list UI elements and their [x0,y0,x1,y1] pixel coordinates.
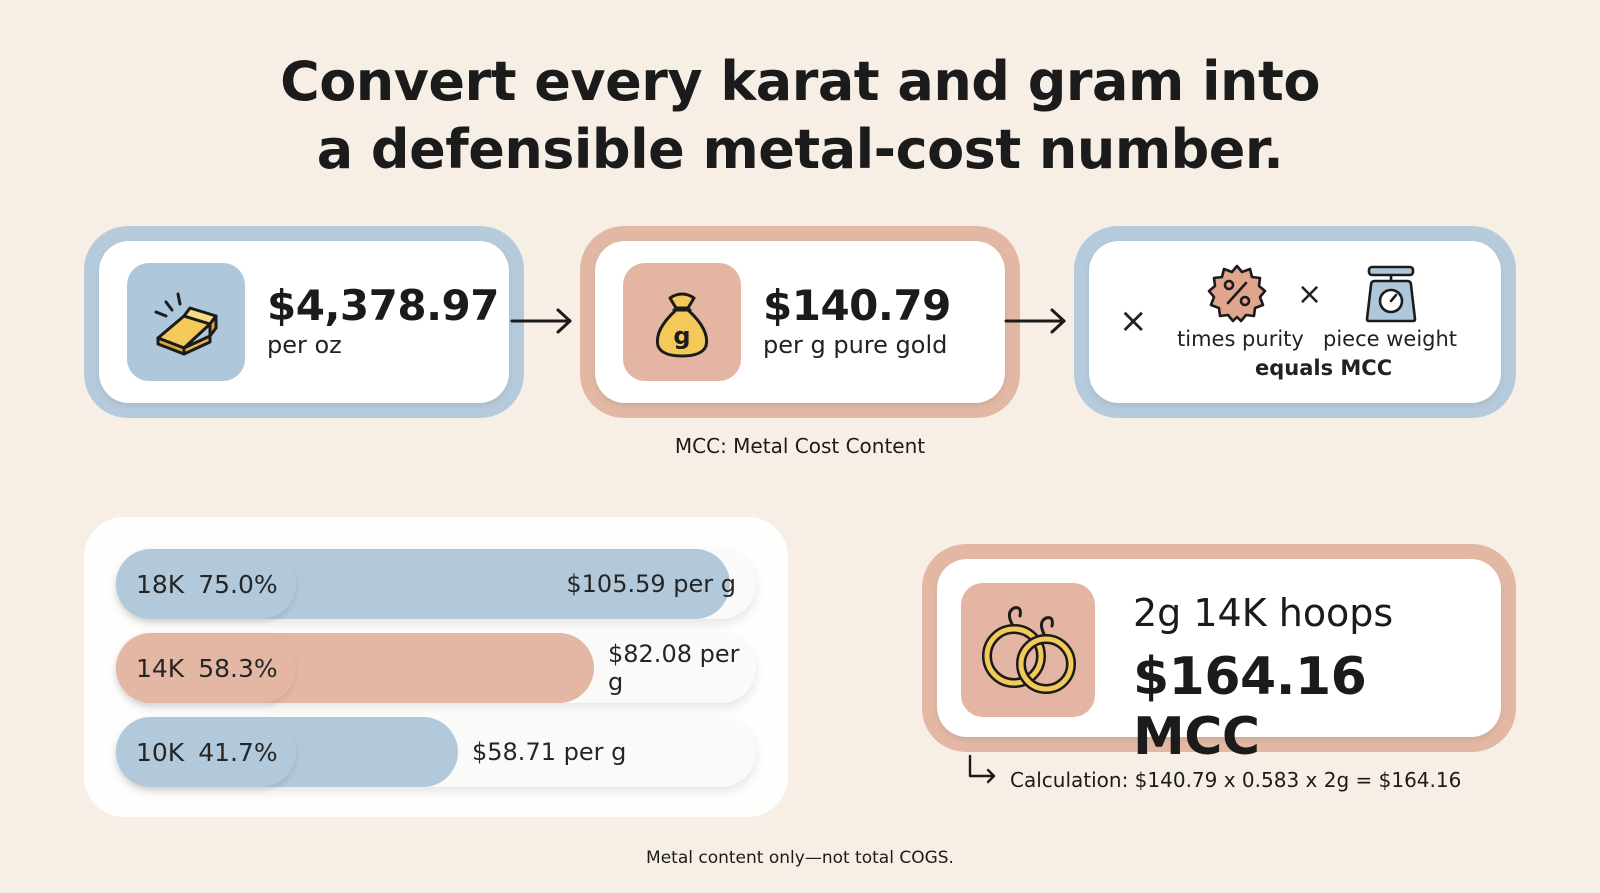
karat-price-per-gram: $105.59 per g [566,570,736,598]
gold-bar-icon-tile [127,263,245,381]
karat-comparison-panel: 18K 75.0% $105.59 per g 14K 58.3% $82.08 per … [84,517,788,817]
gram-price-card-inner: g $140.79 per g pure gold [595,241,1005,403]
karat-purity: 75.0% [198,569,278,599]
ounce-price-card-inner: $4,378.97 per oz [99,241,509,403]
title-line-2: a defensible metal-cost number. [316,118,1284,181]
page-title: Convert every karat and gram into a defe… [0,48,1600,184]
percent-badge-icon [1207,264,1267,323]
karat-price-per-gram: $58.71 per g [472,738,627,766]
title-line-1: Convert every karat and gram into [280,50,1320,113]
karat-value: 14K [136,653,185,683]
arrow-right-icon [1004,308,1066,334]
money-bag-icon-tile: g [623,263,741,381]
ounce-price-value: $4,378.97 [267,281,499,330]
gram-price-unit: per g pure gold [763,331,948,359]
return-arrow-icon [968,754,996,784]
result-label: equals MCC [1255,356,1393,380]
karat-row-14k: 14K 58.3% $82.08 per g [116,633,756,703]
gold-bar-icon [154,292,218,356]
karat-purity: 41.7% [198,737,278,767]
karat-row-18k: 18K 75.0% $105.59 per g [116,549,756,619]
scale-icon [1365,265,1417,323]
svg-text:g: g [673,322,690,350]
hoop-earrings-icon [982,606,1076,694]
ounce-price-unit: per oz [267,331,342,359]
hoops-example-value: $164.16 MCC [1133,647,1367,767]
hoops-example-card-inner: 2g 14K hoops $164.16 MCC [937,559,1501,767]
formula-card: × × times purity piece weight equals MCC [1074,226,1516,418]
footer-note: Metal content only—not total COGS. [646,848,954,868]
purity-label: times purity [1177,327,1304,351]
gram-price-value: $140.79 [763,281,951,330]
formula-card-inner: × × times purity piece weight equals MCC [1089,241,1501,403]
karat-purity: 58.3% [198,653,278,683]
hoops-example-title: 2g 14K hoops [1133,591,1394,635]
karat-label-pill: 14K 58.3% [116,633,296,703]
hoops-example-card: 2g 14K hoops $164.16 MCC [922,544,1516,767]
karat-value: 18K [136,569,185,599]
karat-row-10k: 10K 41.7% $58.71 per g [116,717,756,787]
gram-price-card: g $140.79 per g pure gold [580,226,1020,418]
karat-price-per-gram: $82.08 per g [608,640,740,696]
karat-label-pill: 18K 75.0% [116,549,296,619]
karat-value: 10K [136,737,185,767]
ounce-price-card: $4,378.97 per oz [84,226,524,418]
karat-label-pill: 10K 41.7% [116,717,296,787]
times-symbol: × [1119,301,1148,341]
mcc-definition-note: MCC: Metal Cost Content [674,434,926,458]
times-symbol-2: × [1297,277,1323,312]
money-bag-g-icon: g [655,292,709,358]
weight-label: piece weight [1323,327,1458,351]
hoop-earrings-icon-tile [961,583,1095,717]
arrow-right-icon [510,308,572,334]
calculation-note: Calculation: $140.79 x 0.583 x 2g = $164… [1010,768,1462,792]
